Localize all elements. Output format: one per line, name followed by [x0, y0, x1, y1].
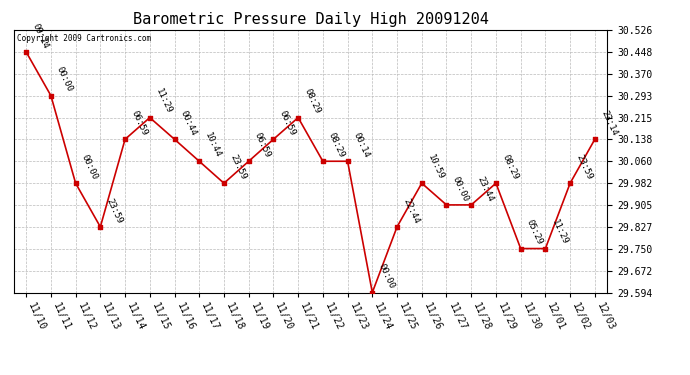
Text: 10:59: 10:59	[426, 153, 446, 181]
Text: 23:14: 23:14	[599, 109, 618, 137]
Point	[416, 180, 427, 186]
Title: Barometric Pressure Daily High 20091204: Barometric Pressure Daily High 20091204	[132, 12, 489, 27]
Point	[491, 180, 502, 186]
Text: 00:00: 00:00	[80, 153, 99, 181]
Point	[540, 246, 551, 252]
Point	[293, 115, 304, 121]
Text: 06:59: 06:59	[277, 109, 297, 137]
Text: 23:59: 23:59	[228, 153, 248, 181]
Point	[268, 136, 279, 142]
Point	[466, 202, 477, 208]
Text: 08:29: 08:29	[327, 131, 346, 159]
Point	[589, 136, 600, 142]
Text: 00:44: 00:44	[179, 109, 198, 137]
Text: 06:59: 06:59	[129, 109, 149, 137]
Text: 23:59: 23:59	[574, 153, 594, 181]
Text: 10:44: 10:44	[204, 131, 223, 159]
Text: 23:59: 23:59	[104, 196, 124, 225]
Point	[194, 158, 205, 164]
Point	[317, 158, 328, 164]
Point	[219, 180, 230, 186]
Text: Copyright 2009 Cartronics.com: Copyright 2009 Cartronics.com	[17, 34, 151, 43]
Point	[46, 93, 57, 99]
Text: 09:14: 09:14	[30, 22, 50, 50]
Text: 00:00: 00:00	[451, 175, 470, 203]
Text: 11:29: 11:29	[549, 218, 569, 246]
Point	[169, 136, 180, 142]
Point	[70, 180, 81, 186]
Point	[564, 180, 575, 186]
Point	[21, 49, 32, 55]
Point	[342, 158, 353, 164]
Text: 08:29: 08:29	[302, 87, 322, 116]
Point	[144, 115, 155, 121]
Text: 05:29: 05:29	[525, 218, 544, 246]
Text: 08:29: 08:29	[500, 153, 520, 181]
Point	[391, 224, 402, 230]
Text: 06:59: 06:59	[253, 131, 273, 159]
Text: 11:29: 11:29	[154, 87, 173, 116]
Point	[441, 202, 452, 208]
Point	[243, 158, 254, 164]
Text: 00:14: 00:14	[352, 131, 371, 159]
Text: 00:00: 00:00	[55, 65, 75, 93]
Text: 23:44: 23:44	[475, 175, 495, 203]
Text: 00:00: 00:00	[377, 262, 396, 290]
Point	[95, 224, 106, 230]
Point	[515, 246, 526, 252]
Text: 22:44: 22:44	[401, 196, 421, 225]
Point	[119, 136, 130, 142]
Point	[367, 290, 378, 296]
